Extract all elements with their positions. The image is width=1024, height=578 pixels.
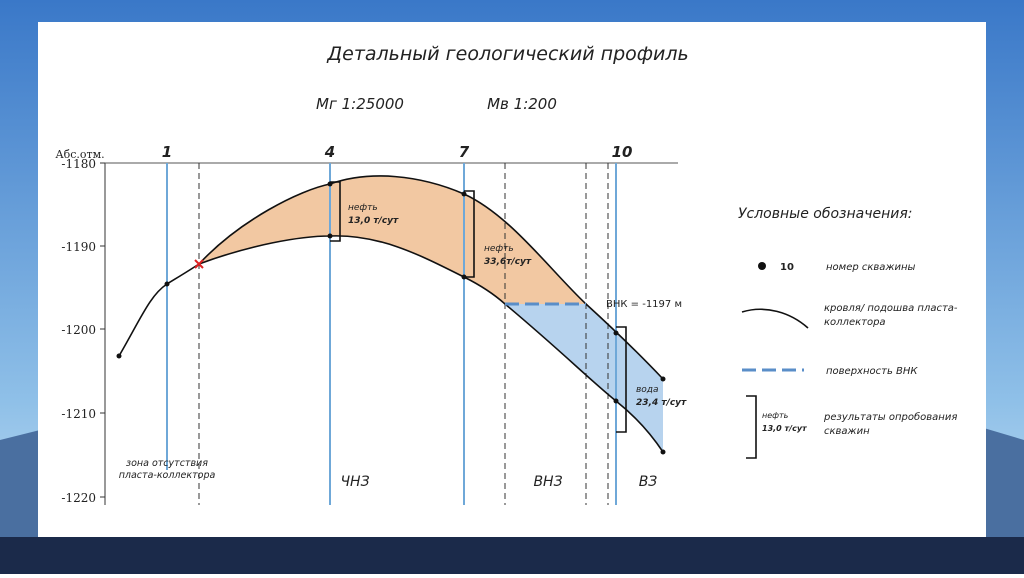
legend-symbol — [758, 262, 766, 270]
y-tick-label: -1180 — [61, 157, 96, 171]
title: Детальный геологический профиль — [326, 43, 688, 65]
annotation: 33,6т/сут — [484, 257, 532, 267]
profile: -1180 -1190 -1200 -1210 -1220 Абс.отм. 1… — [55, 143, 687, 505]
point — [613, 398, 619, 404]
legend-symbol — [741, 308, 809, 329]
test-bracket — [330, 181, 341, 242]
test-bracket — [616, 326, 627, 433]
annotation: 23,4 т/сут — [636, 398, 687, 408]
annotation: нефть — [484, 244, 514, 254]
well-number: 10 — [612, 143, 633, 161]
y-tick-label: -1200 — [61, 323, 96, 337]
y-tick-label: -1190 — [61, 240, 96, 254]
legend-label-box: результаты опробования скважин — [824, 412, 958, 437]
legend-symbol — [746, 395, 757, 459]
legend: Условные обозначения: 10 номер скважины … — [738, 206, 958, 459]
vnk-label: ВНК = -1197 м — [606, 299, 682, 310]
point — [461, 191, 467, 197]
test-bracket — [464, 190, 475, 278]
legend-label-box: кровля/ подошва пласта-коллектора — [824, 303, 958, 328]
point — [327, 233, 333, 239]
legend-label: номер скважины — [826, 262, 915, 273]
annotation: вода — [636, 385, 659, 395]
scale: Мг 1:25000 — [316, 95, 404, 113]
point — [613, 330, 619, 336]
well-number: 4 — [324, 143, 335, 161]
legend-label: результаты опробования скважин — [824, 412, 958, 437]
legend-label: кровля/ подошва пласта-коллектора — [824, 303, 958, 328]
point — [461, 274, 467, 280]
legend-sample: 13,0 т/сут — [762, 424, 808, 433]
scale: Мв 1:200 — [487, 95, 557, 113]
zone-label: зона отсутствия пласта-коллектора — [118, 458, 216, 481]
y-tick-label: -1220 — [61, 491, 96, 505]
zone-label: ВЗ — [639, 474, 658, 490]
well-number: 1 — [162, 143, 172, 161]
legend-sample: нефть — [762, 411, 789, 420]
zone-label: ВНЗ — [533, 474, 562, 490]
footer-band — [0, 537, 1024, 574]
point — [164, 281, 170, 287]
legend-title: Условные обозначения: — [738, 206, 912, 222]
pinch-out-mark — [194, 259, 204, 269]
legend-sample: 10 — [780, 262, 794, 273]
annotation: 13,0 т/сут — [348, 216, 399, 226]
annotation: нефть — [348, 203, 378, 213]
y-tick-label: -1210 — [61, 407, 96, 421]
point — [116, 353, 122, 359]
point — [327, 181, 333, 187]
zone-label: ЧНЗ — [340, 474, 369, 490]
water-zone — [505, 304, 663, 452]
point — [660, 449, 666, 455]
well-number: 7 — [459, 143, 470, 161]
zone-text: зона отсутствия пласта-коллектора — [118, 458, 216, 481]
point — [660, 376, 666, 382]
legend-label: поверхность ВНК — [826, 366, 918, 377]
axis-label: Абс.отм. — [55, 148, 104, 161]
oil-zone — [199, 175, 586, 304]
